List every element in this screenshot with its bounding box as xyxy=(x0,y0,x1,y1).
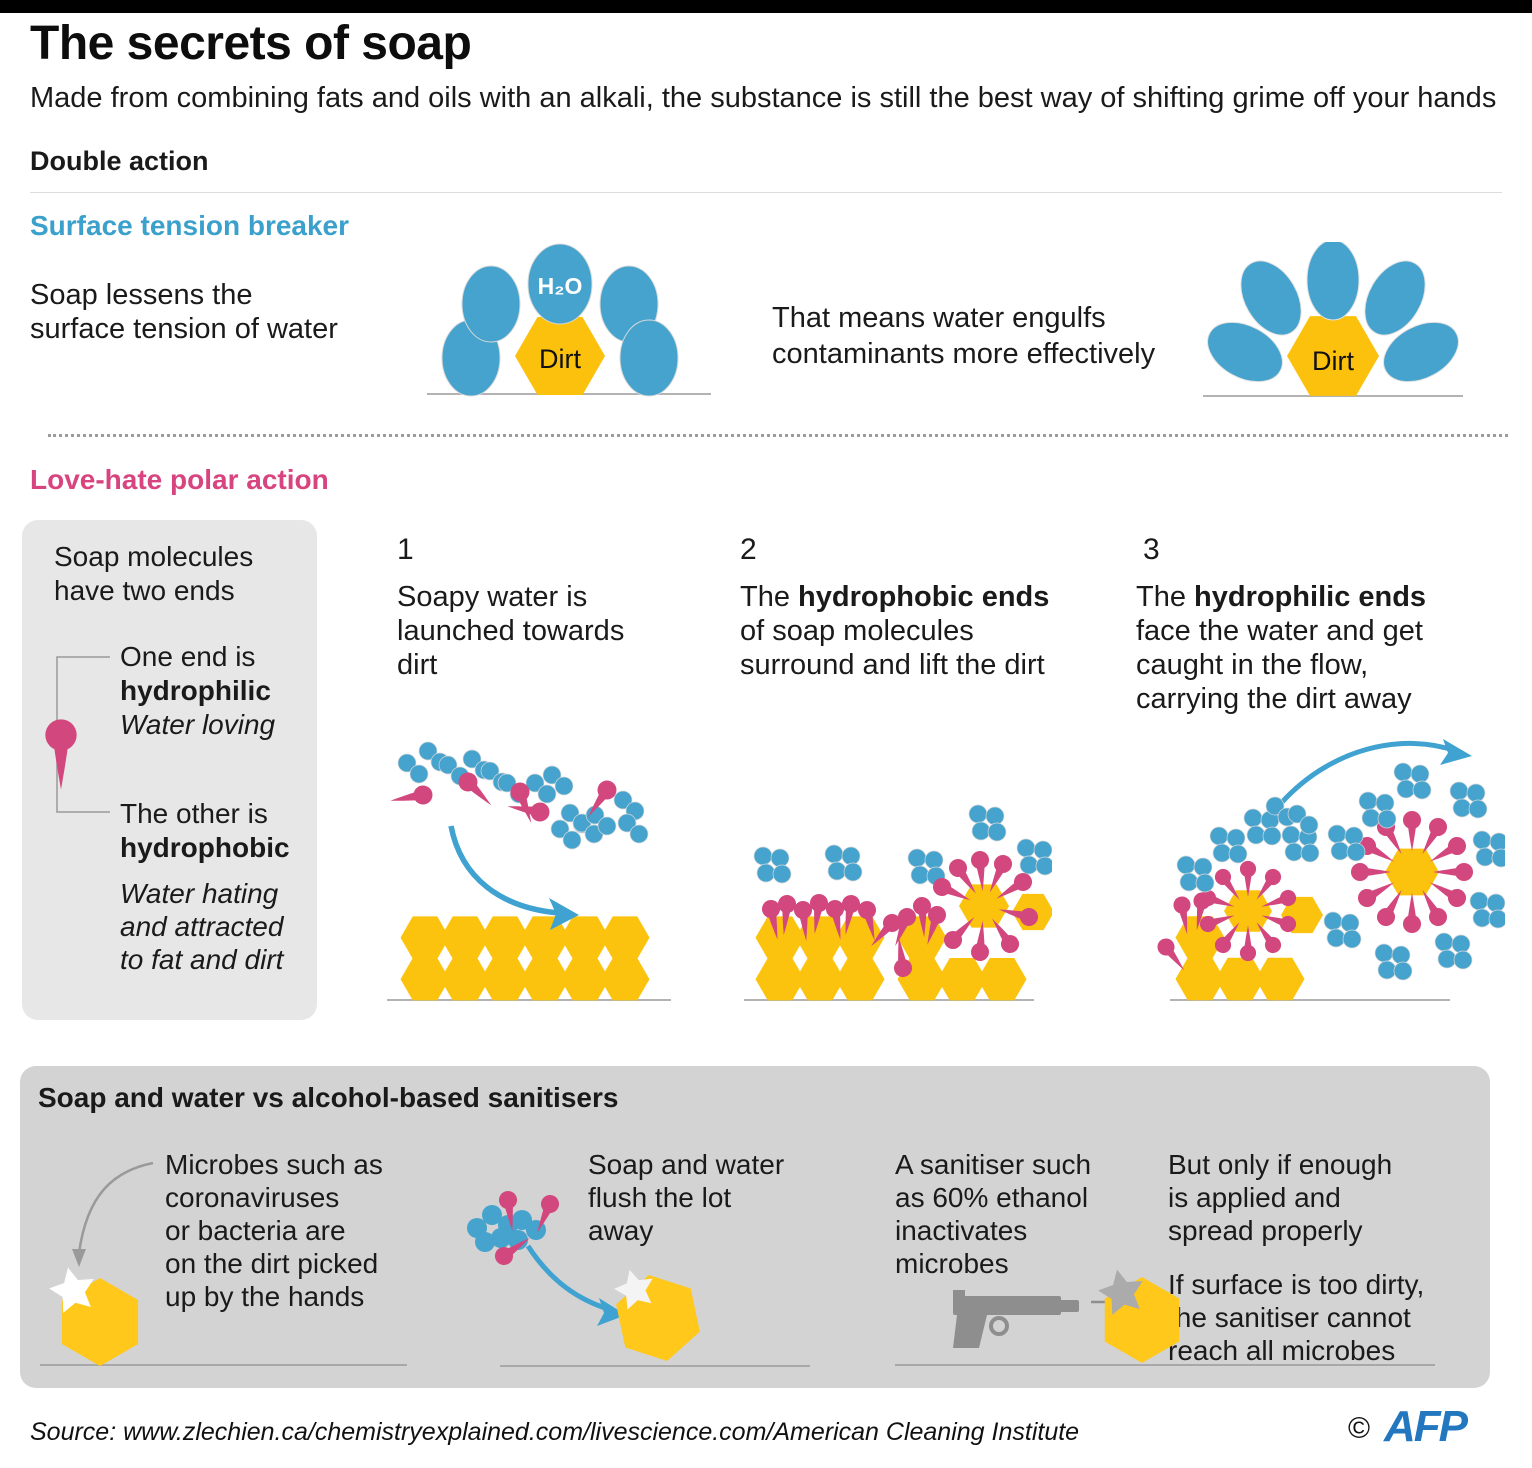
step3-number: 3 xyxy=(1143,533,1160,566)
curved-arrow-icon xyxy=(448,825,579,930)
lifted-dirt-hexagon xyxy=(959,884,1009,928)
end1-pre: One end is xyxy=(120,641,256,672)
sanitiser-col4-text-1: But only if enough is applied and spread… xyxy=(1168,1149,1393,1246)
page-title: The secrets of soap xyxy=(30,17,472,70)
divider-line xyxy=(30,192,1502,193)
step1-pre: Soapy water is launched towards dirt xyxy=(397,581,625,681)
caption-surface-right: That means water engulfs contaminants mo… xyxy=(772,302,1156,370)
soap-molecule-diagram xyxy=(45,656,110,813)
pistol-icon xyxy=(953,1290,1079,1348)
soap-pin-icon xyxy=(45,719,77,790)
afp-logo: AFP xyxy=(1384,1402,1468,1451)
diagram-step3 xyxy=(1153,739,1505,1001)
step2-bold: hydrophobic ends xyxy=(798,581,1050,613)
step3-text: The hydrophilic ends face the water and … xyxy=(1136,580,1458,716)
sanitiser-col3-text: A sanitiser such as 60% ethanol inactiva… xyxy=(895,1149,1092,1279)
graphic-soap-flushes-microbes xyxy=(467,1189,810,1368)
water-molecules xyxy=(753,804,1052,886)
step2-pre: The xyxy=(740,581,799,613)
source-line: Source: www.zlechien.ca/chemistryexplain… xyxy=(30,1418,1080,1446)
water-molecules xyxy=(467,1205,546,1252)
dirt-hexagon xyxy=(604,1268,712,1368)
molecule-end1: One end is hydrophilic Water loving xyxy=(120,640,275,742)
step3-bold: hydrophilic ends xyxy=(1194,581,1427,613)
sanitiser-col2-text: Soap and water flush the lot away xyxy=(588,1149,785,1246)
curved-arrow-icon xyxy=(1274,739,1472,811)
page-subtitle: Made from combining fats and oils with a… xyxy=(30,82,1497,114)
step2-text: The hydrophobic ends of soap molecules s… xyxy=(740,580,1060,682)
section-heading-sanitisers: Soap and water vs alcohol-based sanitise… xyxy=(38,1082,619,1113)
step1-number: 1 xyxy=(397,533,414,566)
diagram-step2 xyxy=(744,804,1052,1001)
graphic-sanitiser-shoots-microbe xyxy=(895,1264,1435,1366)
molecule-end2: The other is hydrophobic Water hating an… xyxy=(120,797,290,976)
section-heading-double-action: Double action xyxy=(30,146,209,176)
diagram-surface-tension-before: H₂O Dirt xyxy=(427,243,711,397)
water-droplets xyxy=(441,265,679,397)
diagram-step1 xyxy=(387,741,671,1001)
dirt-label: Dirt xyxy=(539,344,581,374)
top-bar xyxy=(0,0,1532,13)
sanitiser-box xyxy=(20,1066,1490,1388)
step2-number: 2 xyxy=(740,533,757,566)
end1-italic: Water loving xyxy=(120,709,276,740)
dotted-divider xyxy=(48,434,1508,437)
section-heading-surface-tension: Surface tension breaker xyxy=(30,210,350,241)
end1-bold: hydrophilic xyxy=(120,675,271,706)
section-heading-polar-action: Love-hate polar action xyxy=(30,464,329,495)
molecule-box xyxy=(22,520,317,1020)
graphic-microbe-on-dirt xyxy=(40,1161,407,1366)
gray-curved-arrow-icon xyxy=(72,1161,154,1267)
curved-arrow-icon xyxy=(525,1244,626,1326)
step1-text: Soapy water is launched towards dirt xyxy=(397,580,652,682)
sanitiser-col4-text-2: If surface is too dirty, the sanitiser c… xyxy=(1168,1269,1425,1366)
diagram-surface-tension-after: Dirt xyxy=(1203,242,1463,397)
step3-post: face the water and get caught in the flo… xyxy=(1136,615,1423,715)
molecule-box-intro: Soap molecules have two ends xyxy=(54,541,254,606)
dirt-hexagons xyxy=(400,916,650,1001)
water-droplet-h2o xyxy=(527,243,593,325)
water-petals xyxy=(1207,242,1459,383)
end2-pre: The other is xyxy=(120,798,268,829)
sanitiser-col1-text: Microbes such as coronaviruses or bacter… xyxy=(165,1149,383,1312)
step3-pre: The xyxy=(1136,581,1195,613)
dirt-label: Dirt xyxy=(1312,346,1354,376)
step2-post: of soap molecules surround and lift the … xyxy=(740,615,1045,681)
end2-bold: hydrophobic xyxy=(120,832,290,863)
copyright-symbol: © xyxy=(1348,1412,1371,1445)
caption-surface-left: Soap lessens the surface tension of wate… xyxy=(30,279,338,345)
h2o-label: H₂O xyxy=(538,273,583,299)
end2-italic: Water hating and attracted to fat and di… xyxy=(120,878,284,975)
micelle-dirt-hexagon xyxy=(1385,848,1439,896)
